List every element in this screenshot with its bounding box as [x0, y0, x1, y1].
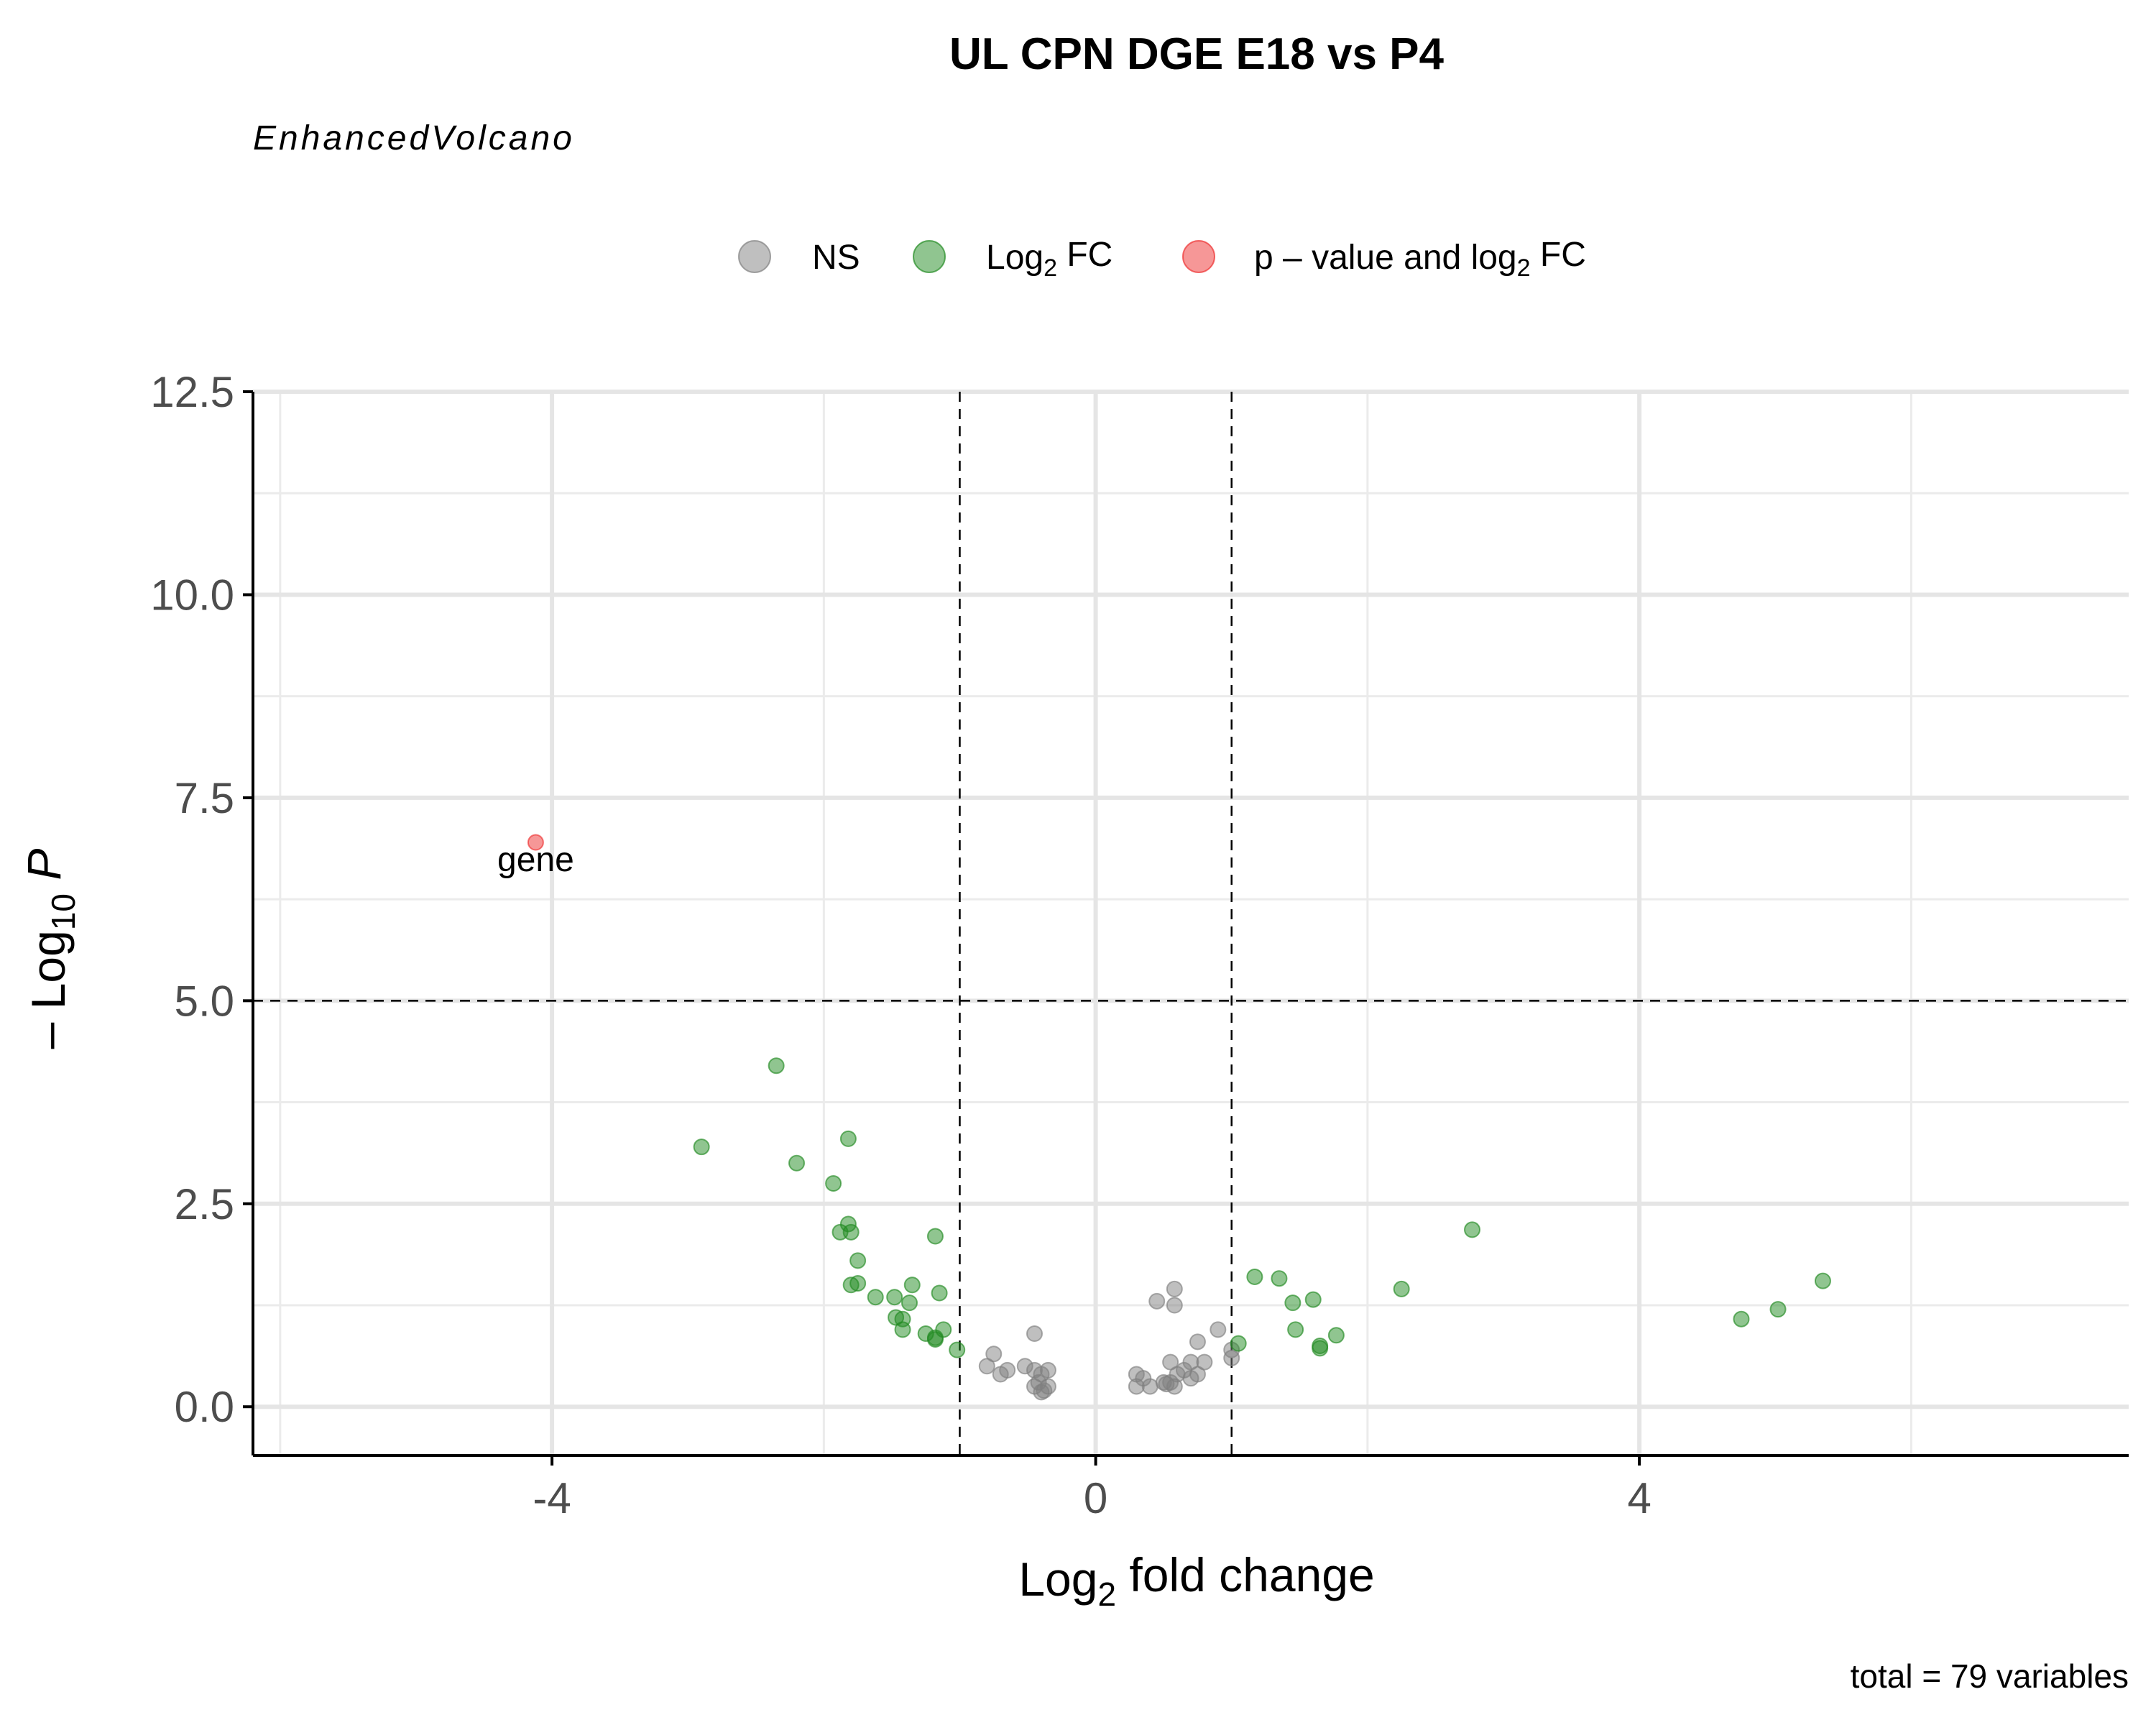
point-labels: gene	[497, 841, 574, 879]
x-axis-title: Log2 fold change	[1018, 1548, 1374, 1613]
data-point-fc	[693, 1138, 710, 1156]
data-point-fc	[1230, 1335, 1247, 1352]
data-point-fc	[849, 1274, 867, 1292]
data-point-fc	[1393, 1280, 1410, 1297]
gene-label: gene	[497, 841, 574, 879]
data-point-fc	[886, 1289, 903, 1306]
data-point-fc	[1769, 1301, 1787, 1318]
y-axis-title: – Log10 P	[17, 849, 82, 1049]
data-point-fc	[926, 1228, 944, 1245]
data-point-ns	[1223, 1349, 1240, 1366]
y-tick-label: 12.5	[150, 368, 234, 416]
data-point-fc	[931, 1284, 948, 1302]
data-point-fc	[1304, 1291, 1322, 1308]
y-tick-label: 5.0	[175, 977, 234, 1025]
data-point-fc	[1271, 1270, 1288, 1287]
data-point-ns	[1026, 1325, 1043, 1343]
chart-subtitle: EnhancedVolcano	[253, 119, 575, 157]
y-tick-label: 0.0	[175, 1383, 234, 1431]
legend-key-both	[1182, 240, 1215, 273]
x-tick-label: 4	[1627, 1474, 1651, 1522]
data-point-both	[527, 834, 544, 851]
y-tick-label: 2.5	[175, 1180, 234, 1228]
data-point-fc	[839, 1130, 857, 1147]
data-point-fc	[1327, 1327, 1345, 1344]
data-point-ns	[1166, 1297, 1183, 1314]
data-point-ns	[1210, 1321, 1227, 1338]
data-point-fc	[1312, 1340, 1329, 1357]
data-point-fc	[1464, 1221, 1480, 1238]
cutoff-lines	[253, 392, 2129, 1455]
y-tick-label: 7.5	[175, 774, 234, 822]
data-point-ns	[1189, 1333, 1206, 1351]
data-point-fc	[1733, 1310, 1750, 1328]
data-point-fc	[849, 1252, 867, 1269]
data-point-ns	[1148, 1292, 1166, 1310]
caption: total = 79 variables	[1851, 1657, 2129, 1695]
legend-label-ns: NS	[812, 239, 860, 277]
legend-label-both: p – value and log2 FC	[1254, 236, 1586, 282]
data-point-fc	[825, 1175, 842, 1192]
x-tick-label: -4	[533, 1474, 571, 1522]
data-point-ns	[999, 1361, 1016, 1379]
legend: NS Log2 FC p – value and log2 FC	[738, 236, 1586, 282]
data-point-ns	[1166, 1280, 1183, 1297]
data-point-fc	[867, 1289, 884, 1306]
data-point-fc	[935, 1321, 952, 1338]
data-point-fc	[1814, 1272, 1831, 1289]
legend-key-ns	[738, 240, 771, 273]
y-tick-label: 10.0	[150, 571, 234, 619]
data-point-fc	[1284, 1294, 1302, 1312]
data-point-fc	[842, 1223, 860, 1241]
data-point-fc	[901, 1294, 918, 1312]
data-point-fc	[1246, 1268, 1263, 1285]
data-point-fc	[788, 1154, 806, 1172]
data-point-ns	[1158, 1376, 1175, 1393]
legend-label-fc: Log2 FC	[986, 236, 1112, 282]
data-point-ns	[1039, 1361, 1056, 1379]
axes: 0.0 2.5 5.0 7.5 10.0 12.5 -4 0 4	[150, 368, 2129, 1522]
legend-key-fc	[913, 240, 946, 273]
data-point-ns	[1033, 1384, 1050, 1401]
data-point-ns	[1128, 1378, 1145, 1395]
data-points	[527, 834, 1831, 1401]
data-point-fc	[903, 1276, 921, 1294]
chart-title: UL CPN DGE E18 vs P4	[949, 29, 1445, 79]
data-point-fc	[949, 1341, 966, 1358]
data-point-fc	[894, 1321, 911, 1338]
data-point-fc	[768, 1057, 785, 1075]
data-point-fc	[1287, 1321, 1304, 1338]
data-point-ns	[978, 1358, 995, 1375]
x-tick-label: 0	[1084, 1474, 1107, 1522]
